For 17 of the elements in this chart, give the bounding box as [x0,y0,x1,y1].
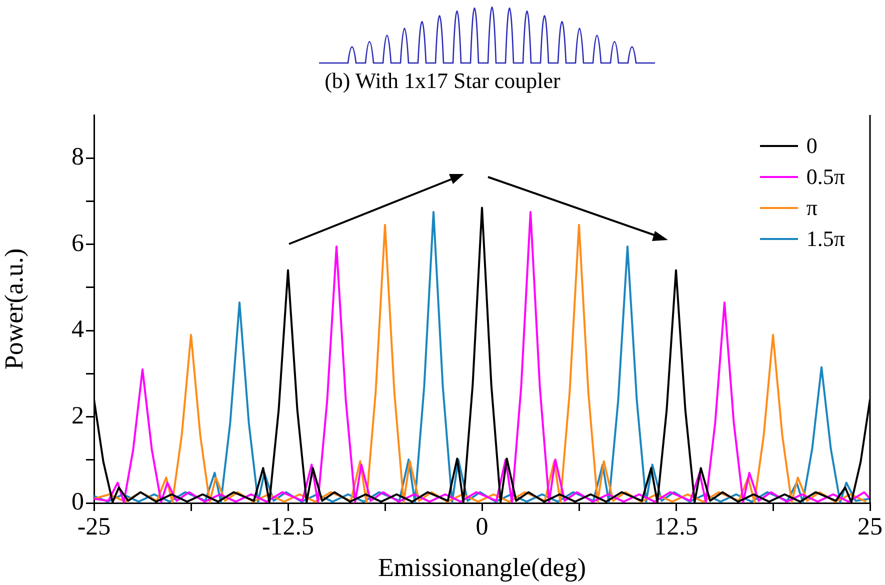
legend-label: π [806,194,818,220]
chart-title: (b) With 1x17 Star coupler [324,68,562,94]
legend-label: 0.5π [806,164,845,190]
y-tick-label: 6 [72,230,84,257]
y-axis-title: Power(a.u.) [0,248,28,370]
legend-label: 1.5π [806,226,845,252]
x-axis-title: Emissionangle(deg) [378,553,586,582]
x-tick-label: 0 [476,514,488,541]
x-tick-label: -25 [77,514,111,541]
x-tick-label: -12.5 [262,514,314,541]
x-tick-label: 25 [858,514,882,541]
y-tick-label: 4 [72,316,84,344]
y-tick-label: 8 [72,144,84,171]
y-tick-label: 0 [72,488,84,516]
legend-label: 0 [806,132,818,158]
y-tick-label: 2 [72,402,84,430]
x-tick-label: 12.5 [654,514,698,541]
